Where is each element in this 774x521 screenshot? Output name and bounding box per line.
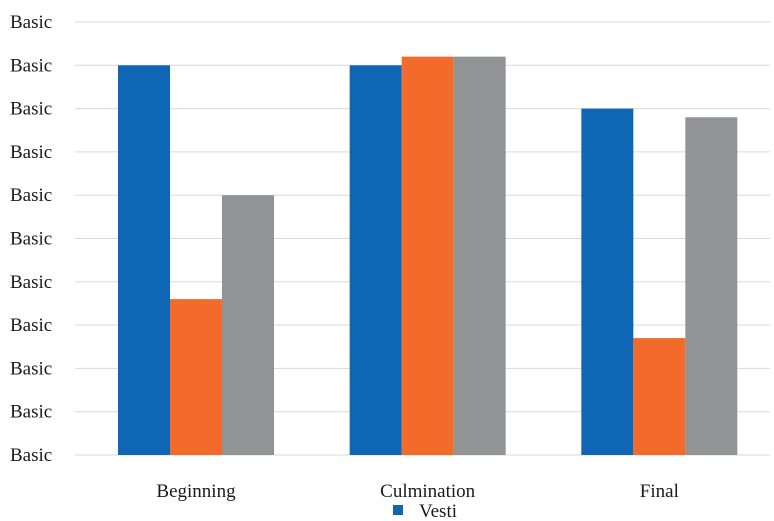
bar-final-series-1 xyxy=(581,108,634,455)
bar-final-series-3 xyxy=(685,117,738,455)
x-category-label: Culmination xyxy=(380,481,476,502)
y-tick-label: Basic xyxy=(10,55,52,76)
bar-culmination-series-3 xyxy=(453,56,506,455)
y-tick-label: Basic xyxy=(10,315,52,336)
legend-swatch xyxy=(393,505,403,515)
y-tick-label: Basic xyxy=(10,272,52,293)
bar-culmination-series-1 xyxy=(349,65,402,456)
x-axis-category-labels: Beginning Culmination Final xyxy=(156,481,678,502)
bar-beginning-series-1 xyxy=(118,65,170,456)
y-tick-label: Basic xyxy=(10,358,52,379)
y-tick-label: Basic xyxy=(10,402,52,423)
legend-label: Vesti xyxy=(419,501,457,521)
y-tick-label: Basic xyxy=(10,185,52,206)
y-tick-label: Basic xyxy=(10,142,52,163)
x-category-label: Beginning xyxy=(156,481,236,502)
y-tick-label: Basic xyxy=(10,229,52,250)
y-tick-label: Basic xyxy=(10,445,52,466)
y-tick-label: Basic xyxy=(10,99,52,120)
x-category-label: Final xyxy=(640,481,679,502)
y-axis-tick-labels: Basic Basic Basic Basic Basic Basic Basic Basic… xyxy=(10,12,52,466)
bar-final-series-2 xyxy=(633,338,686,455)
bar-beginning-series-3 xyxy=(222,195,274,455)
bar-culmination-series-2 xyxy=(401,56,454,455)
bars xyxy=(118,56,738,456)
y-tick-label: Basic xyxy=(10,12,52,33)
legend: Vesti xyxy=(393,501,457,521)
bar-beginning-series-2 xyxy=(170,299,222,455)
